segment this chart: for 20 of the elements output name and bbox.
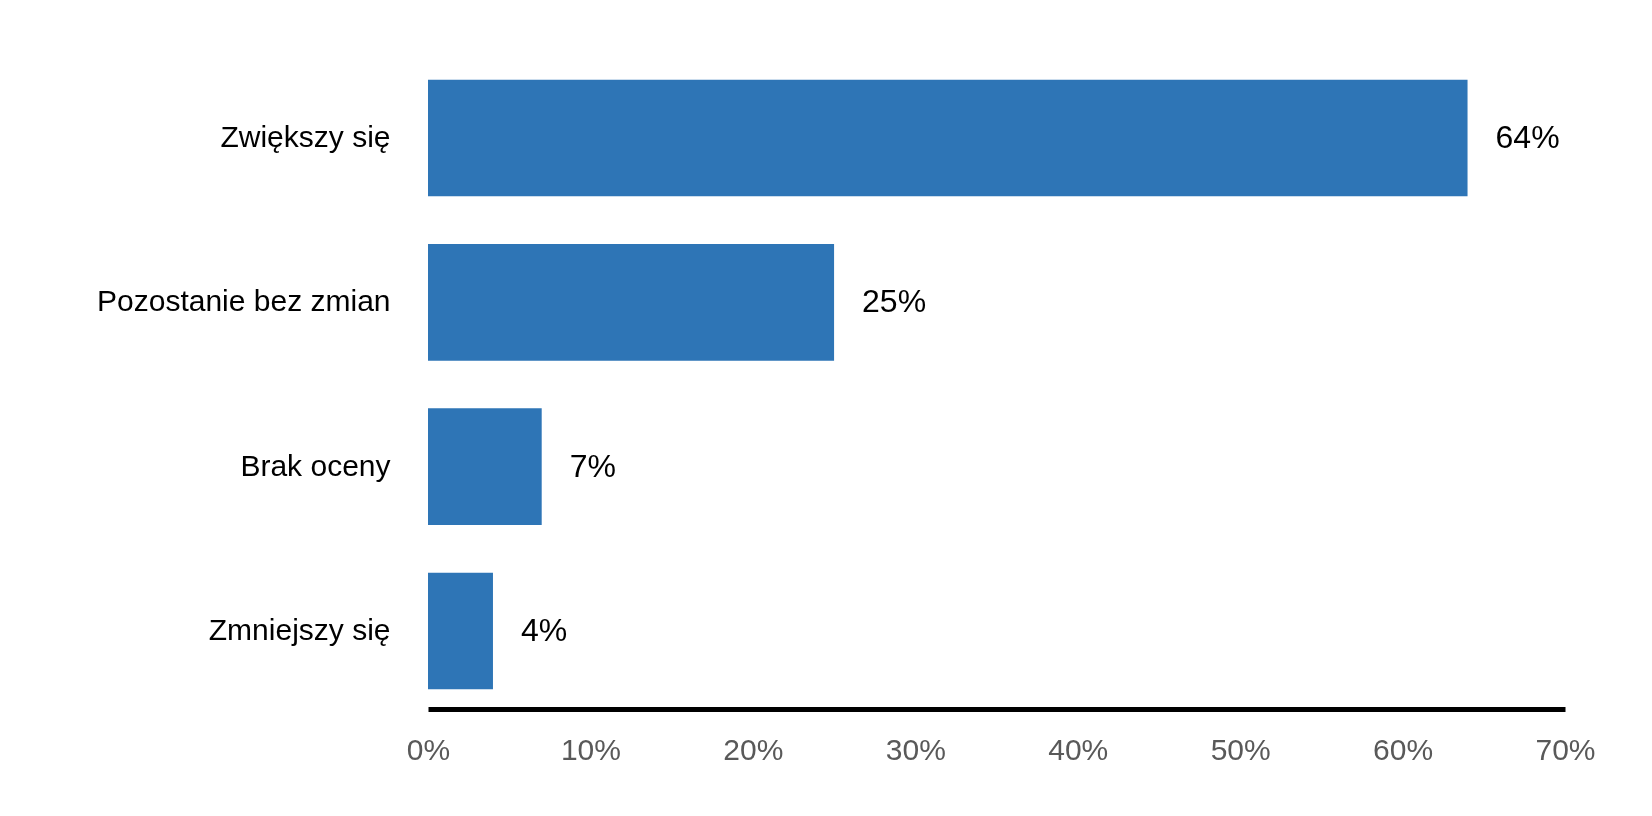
data-label: 4% <box>520 611 568 648</box>
bar <box>428 79 1468 197</box>
x-tick-label: 40% <box>1048 732 1109 766</box>
x-tick-label: 20% <box>723 732 784 766</box>
data-label: 64% <box>1495 119 1560 156</box>
y-tick-label: Pozostanie bez zmian <box>97 284 391 318</box>
data-label: 25% <box>862 283 927 320</box>
x-tick-label: 70% <box>1535 732 1596 766</box>
x-tick-label: 30% <box>885 732 946 766</box>
y-tick-label: Zmniejszy się <box>208 612 391 646</box>
x-tick-label: 10% <box>560 732 621 766</box>
data-label: 7% <box>569 447 616 484</box>
bar <box>428 408 542 525</box>
x-tick-label: 0% <box>406 732 451 766</box>
y-tick-label: Zwiększy się <box>220 120 391 154</box>
y-tick-label: Brak oceny <box>240 448 391 482</box>
bar <box>428 572 493 690</box>
x-tick-label: 60% <box>1373 732 1434 766</box>
x-tick-label: 50% <box>1210 732 1271 766</box>
bar <box>428 244 835 361</box>
